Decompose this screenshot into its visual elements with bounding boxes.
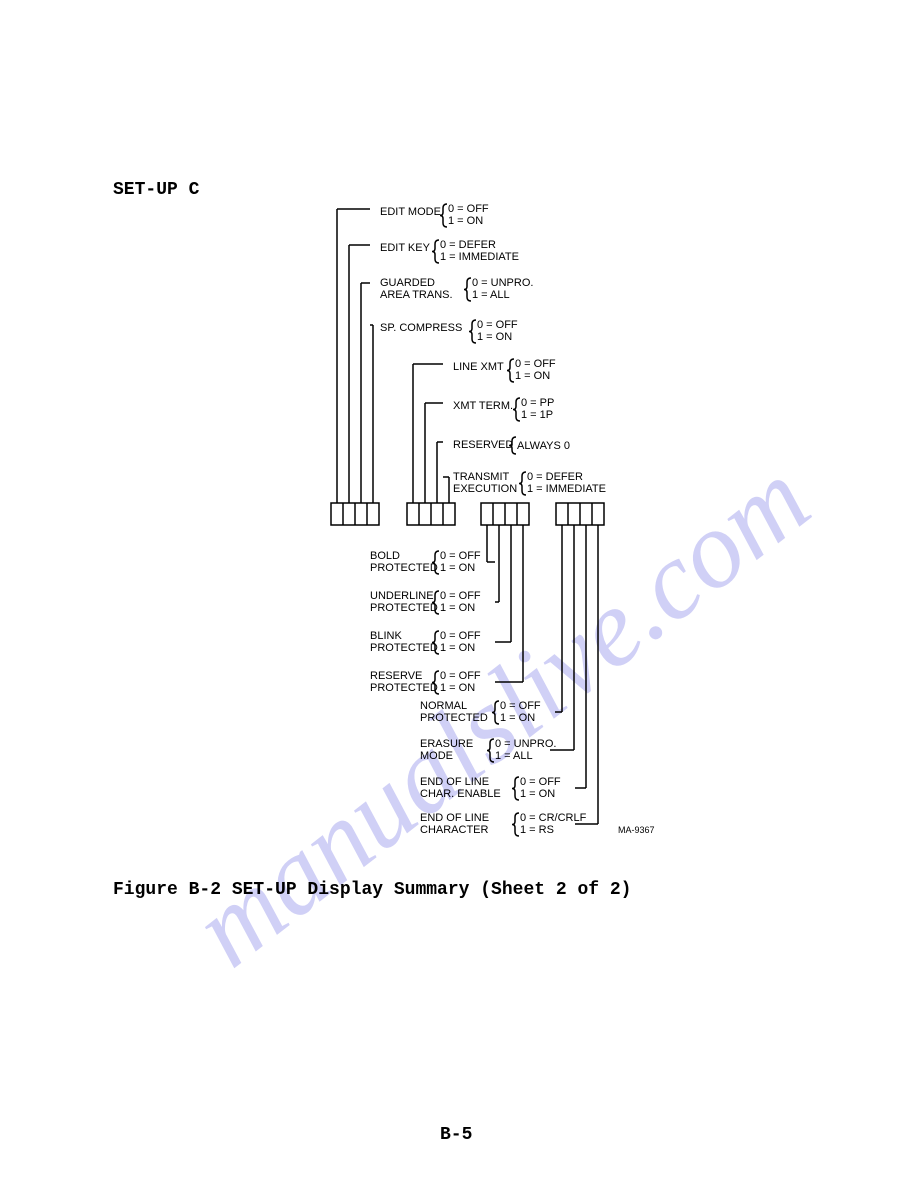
bottom-label: PROTECTED [370, 602, 438, 615]
bottom-label: NORMAL [420, 700, 467, 713]
bottom-opt: 0 = CR/CRLF [520, 812, 586, 825]
bottom-label: BOLD [370, 550, 400, 563]
bottom-label: ERASURE [420, 738, 473, 751]
bottom-opt: 1 = ON [500, 712, 535, 725]
bottom-opt: 1 = ON [440, 562, 475, 575]
top-label: XMT TERM. [453, 400, 513, 413]
top-label: EDIT KEY [380, 242, 430, 255]
top-opt: 1 = ALL [472, 289, 510, 302]
bottom-label: UNDERLINE [370, 590, 434, 603]
top-opt: 1 = 1P [521, 409, 553, 422]
top-opt: 1 = ON [477, 331, 512, 344]
top-opt: 1 = ON [448, 215, 483, 228]
top-opt: 1 = ON [515, 370, 550, 383]
bottom-label: PROTECTED [420, 712, 488, 725]
top-opt: 1 = IMMEDIATE [527, 483, 606, 496]
top-opt: 0 = PP [521, 397, 554, 410]
top-opt: 0 = OFF [477, 319, 518, 332]
bottom-opt: 0 = OFF [440, 670, 481, 683]
top-label: RESERVED [453, 439, 513, 452]
bottom-label: PROTECTED [370, 682, 438, 695]
bottom-label: PROTECTED [370, 562, 438, 575]
bottom-opt: 0 = OFF [440, 590, 481, 603]
bottom-label: BLINK [370, 630, 402, 643]
bottom-opt: 1 = ON [440, 602, 475, 615]
bottom-label: END OF LINE [420, 812, 489, 825]
bottom-opt: 0 = OFF [500, 700, 541, 713]
bottom-opt: 1 = RS [520, 824, 554, 837]
bottom-label: END OF LINE [420, 776, 489, 789]
top-opt: 0 = OFF [515, 358, 556, 371]
top-label: GUARDED [380, 277, 435, 290]
top-opt: 1 = IMMEDIATE [440, 251, 519, 264]
bottom-label: RESERVE [370, 670, 422, 683]
bottom-opt: 1 = ON [520, 788, 555, 801]
top-label: AREA TRANS. [380, 289, 453, 302]
top-opt: 0 = OFF [448, 203, 489, 216]
top-opt: 0 = DEFER [527, 471, 583, 484]
bottom-opt: 1 = ON [440, 682, 475, 695]
bottom-label: CHARACTER [420, 824, 488, 837]
bottom-opt: 1 = ON [440, 642, 475, 655]
top-label: EXECUTION [453, 483, 517, 496]
top-opt: 0 = UNPRO. [472, 277, 533, 290]
top-label: EDIT MODE [380, 206, 441, 219]
bottom-opt: 1 = ALL [495, 750, 533, 763]
bottom-label: MODE [420, 750, 453, 763]
top-label: TRANSMIT [453, 471, 509, 484]
top-opt: 0 = DEFER [440, 239, 496, 252]
bottom-opt: 0 = OFF [440, 550, 481, 563]
top-label: LINE XMT [453, 361, 504, 374]
top-opt: ALWAYS 0 [517, 440, 570, 453]
bottom-opt: 0 = OFF [440, 630, 481, 643]
bottom-opt: 0 = OFF [520, 776, 561, 789]
bottom-label: CHAR. ENABLE [420, 788, 501, 801]
top-label: SP. COMPRESS [380, 322, 462, 335]
bottom-opt: 0 = UNPRO. [495, 738, 556, 751]
bottom-label: PROTECTED [370, 642, 438, 655]
